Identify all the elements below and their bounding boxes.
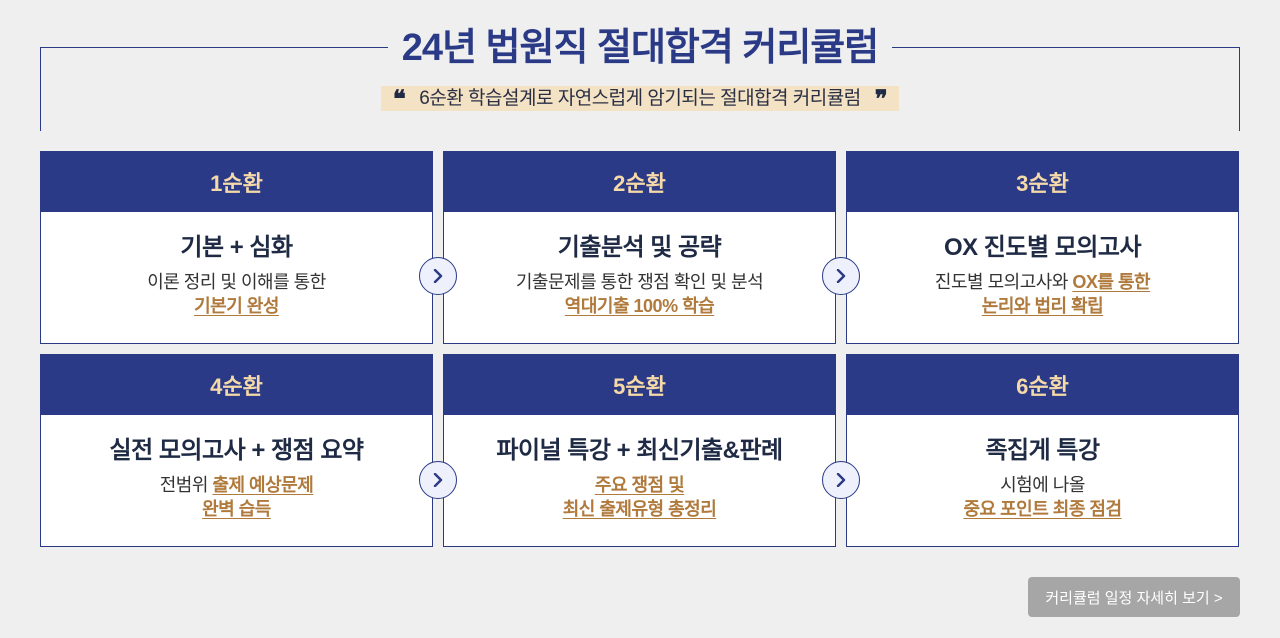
cycle-desc-plain: 전범위 (159, 475, 209, 495)
cycle-card-6: 6순환 족집게 특강 시험에 나올 중요 포인트 최종 점검 (846, 354, 1239, 547)
cycle-body: 기출분석 및 공략 기출문제를 통한 쟁점 확인 및 분석 역대기출 100% … (444, 212, 835, 318)
cycle-card-5: 5순환 파이널 특강 + 최신기출&판례 주요 쟁점 및 최신 출제유형 총정리 (443, 354, 836, 547)
cycle-desc: 주요 쟁점 및 최신 출제유형 총정리 (444, 473, 835, 521)
cycle-desc-highlight: 완벽 습득 (202, 499, 271, 519)
cycle-body: OX 진도별 모의고사 진도별 모의고사와 OX를 통한 논리와 법리 확립 (847, 212, 1238, 318)
cycle-desc-plain: 진도별 모의고사와 (934, 272, 1068, 292)
subtitle-banner: ❝ 6순환 학습설계로 자연스럽게 암기되는 절대합격 커리큘럼 ❞ (380, 84, 900, 113)
cycle-desc-highlight-inline: OX를 통한 (1072, 272, 1151, 292)
cycle-desc: 시험에 나올 중요 포인트 최종 점검 (847, 473, 1238, 521)
subtitle-wrap: ❝ 6순환 학습설계로 자연스럽게 암기되는 절대합격 커리큘럼 ❞ (0, 86, 1280, 111)
cycle-desc-highlight: 중요 포인트 최종 점검 (963, 499, 1122, 519)
cycle-title: 실전 모의고사 + 쟁점 요약 (109, 437, 365, 464)
title-wrap: 24년 법원직 절대합격 커리큘럼 (0, 24, 1280, 72)
cycle-card-3: 3순환 OX 진도별 모의고사 진도별 모의고사와 OX를 통한 논리와 법리 … (846, 151, 1239, 344)
cycle-desc-highlight: 역대기출 100% 학습 (564, 296, 715, 316)
cycle-card-2: 2순환 기출분석 및 공략 기출문제를 통한 쟁점 확인 및 분석 역대기출 1… (443, 151, 836, 344)
cycle-desc-line1: 전범위 출제 예상문제 (41, 473, 432, 497)
cycle-label: 4순환 (41, 355, 432, 415)
cycle-desc: 기출문제를 통한 쟁점 확인 및 분석 역대기출 100% 학습 (444, 270, 835, 318)
cycle-desc-highlight: 논리와 법리 확립 (981, 296, 1104, 316)
cycle-label: 2순환 (444, 152, 835, 212)
cycle-label: 1순환 (41, 152, 432, 212)
cycle-desc: 이론 정리 및 이해를 통한 기본기 완성 (41, 270, 432, 318)
cycle-title: 족집게 특강 (985, 437, 1100, 464)
cycle-desc-line1: 진도별 모의고사와 OX를 통한 (847, 270, 1238, 294)
chevron-right-icon (822, 461, 860, 499)
cycle-body: 기본 + 심화 이론 정리 및 이해를 통한 기본기 완성 (41, 212, 432, 318)
cycle-title: 기본 + 심화 (180, 234, 293, 261)
cycle-body: 파이널 특강 + 최신기출&판례 주요 쟁점 및 최신 출제유형 총정리 (444, 415, 835, 521)
quote-close-icon: ❞ (874, 84, 888, 113)
cycle-desc-highlight-line1: 주요 쟁점 및 (594, 475, 685, 495)
cycle-desc-highlight: 기본기 완성 (194, 296, 279, 316)
cycle-desc-plain: 시험에 나올 (1000, 475, 1085, 495)
cycle-desc-plain: 이론 정리 및 이해를 통한 (147, 272, 326, 292)
cycle-body: 족집게 특강 시험에 나올 중요 포인트 최종 점검 (847, 415, 1238, 521)
chevron-right-icon (419, 257, 457, 295)
chevron-right-icon (419, 461, 457, 499)
page-title: 24년 법원직 절대합격 커리큘럼 (387, 24, 893, 72)
cycle-label: 6순환 (847, 355, 1238, 415)
cycle-desc-highlight: 최신 출제유형 총정리 (562, 499, 717, 519)
cycle-title: 기출분석 및 공략 (557, 234, 722, 261)
cycle-body: 실전 모의고사 + 쟁점 요약 전범위 출제 예상문제 완벽 습득 (41, 415, 432, 521)
cycle-label: 3순환 (847, 152, 1238, 212)
cycle-label: 5순환 (444, 355, 835, 415)
cycle-card-4: 4순환 실전 모의고사 + 쟁점 요약 전범위 출제 예상문제 완벽 습득 (40, 354, 433, 547)
chevron-right-icon (822, 257, 860, 295)
cycle-title: 파이널 특강 + 최신기출&판례 (496, 437, 783, 464)
cycle-desc-highlight-inline: 출제 예상문제 (212, 475, 314, 495)
subtitle-text: 6순환 학습설계로 자연스럽게 암기되는 절대합격 커리큘럼 (419, 88, 861, 109)
cycle-desc: 진도별 모의고사와 OX를 통한 논리와 법리 확립 (847, 270, 1238, 318)
curriculum-detail-button[interactable]: 커리큘럼 일정 자세히 보기 > (1028, 577, 1240, 617)
cycle-title: OX 진도별 모의고사 (943, 234, 1142, 261)
cycle-card-1: 1순환 기본 + 심화 이론 정리 및 이해를 통한 기본기 완성 (40, 151, 433, 344)
cycle-desc-plain: 기출문제를 통한 쟁점 확인 및 분석 (515, 272, 764, 292)
quote-open-icon: ❝ (392, 84, 406, 113)
cycle-desc: 전범위 출제 예상문제 완벽 습득 (41, 473, 432, 521)
